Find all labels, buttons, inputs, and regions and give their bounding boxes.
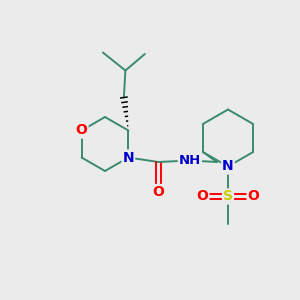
Text: N: N: [222, 160, 234, 173]
Text: O: O: [76, 124, 88, 137]
Text: O: O: [152, 185, 164, 199]
Text: O: O: [196, 190, 208, 203]
Text: S: S: [223, 190, 233, 203]
Text: O: O: [248, 190, 260, 203]
Text: N: N: [123, 151, 134, 164]
Text: NH: NH: [179, 154, 201, 167]
